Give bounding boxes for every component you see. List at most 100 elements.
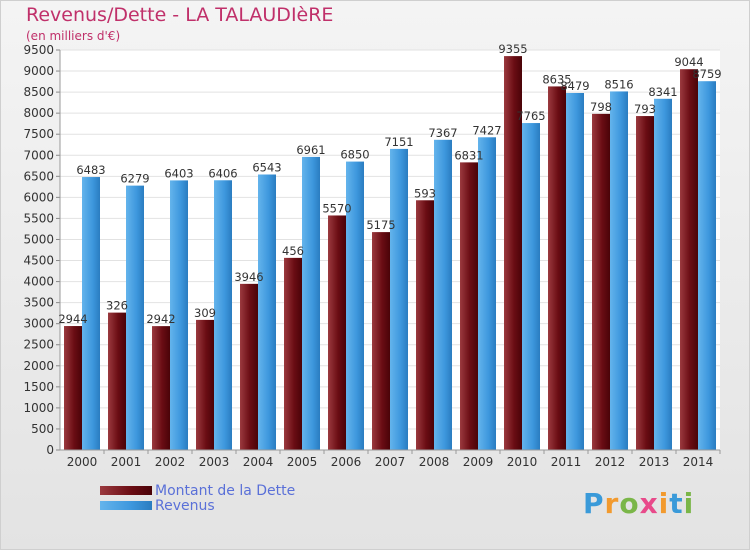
y-tick-label: 2500 <box>23 338 54 352</box>
bar-debt <box>548 86 566 450</box>
bar-revenue <box>478 137 496 450</box>
bars <box>64 56 716 451</box>
y-tick-label: 7500 <box>23 127 54 141</box>
data-label-debt: 309 <box>194 306 216 320</box>
data-label-revenue: 7151 <box>384 135 413 149</box>
bar-debt <box>680 69 698 450</box>
data-label-revenue: 7765 <box>516 109 545 123</box>
y-tick-label: 5000 <box>23 232 54 246</box>
data-label-debt: 793 <box>634 102 656 116</box>
legend-label-debt: Montant de la Dette <box>155 483 296 499</box>
x-tick-label: 2007 <box>375 455 406 469</box>
y-tick-label: 7000 <box>23 148 54 162</box>
bar-revenue <box>302 156 320 450</box>
data-label-revenue: 7427 <box>472 123 501 137</box>
bar-debt <box>240 283 258 450</box>
data-label-debt: 8635 <box>542 72 571 86</box>
bar-revenue <box>390 148 408 450</box>
x-tick-label: 2002 <box>155 455 186 469</box>
bar-revenue <box>258 174 276 451</box>
x-tick-label: 2005 <box>287 455 318 469</box>
y-tick-label: 5500 <box>23 211 54 225</box>
logo-letter: i <box>683 487 695 520</box>
data-label-revenue: 8341 <box>648 85 677 99</box>
bar-debt <box>196 319 214 450</box>
data-label-revenue: 6406 <box>208 166 237 180</box>
data-label-debt: 2944 <box>58 312 87 326</box>
data-label-debt: 326 <box>106 299 128 313</box>
data-label-debt: 6831 <box>454 148 483 162</box>
y-tick-label: 9500 <box>23 43 54 57</box>
x-tick-label: 2008 <box>419 455 450 469</box>
data-label-debt: 5175 <box>366 218 395 232</box>
x-tick-label: 2004 <box>243 455 274 469</box>
bar-revenue <box>522 123 540 450</box>
bar-revenue <box>698 81 716 450</box>
data-label-revenue: 8516 <box>604 77 633 91</box>
legend-swatch-debt <box>100 486 152 495</box>
data-label-revenue: 6961 <box>296 143 325 157</box>
bar-debt <box>592 113 610 450</box>
bar-debt <box>152 326 170 450</box>
bar-revenue <box>654 98 672 451</box>
x-tick-label: 2012 <box>595 455 626 469</box>
data-label-debt: 456 <box>282 244 304 258</box>
bar-revenue <box>214 180 232 450</box>
x-tick-label: 2001 <box>111 455 142 469</box>
y-tick-label: 500 <box>31 422 54 436</box>
chart-title: Revenus/Dette - LA TALAUDIèRE <box>26 4 334 26</box>
y-tick-label: 3500 <box>23 296 54 310</box>
bar-debt <box>64 326 82 450</box>
data-labels: 2944 6483 326 6279 2942 6403 309 6406 3946 6543 45… <box>58 42 721 326</box>
bar-debt <box>460 162 478 450</box>
data-label-revenue: 8479 <box>560 79 589 93</box>
bar-debt <box>416 200 434 450</box>
bar-debt <box>284 257 302 450</box>
data-label-revenue: 6483 <box>76 163 105 177</box>
y-tick-label: 6500 <box>23 169 54 183</box>
x-tick-label: 2013 <box>639 455 670 469</box>
data-label-revenue: 6279 <box>120 172 149 186</box>
x-tick-label: 2014 <box>683 455 714 469</box>
bar-revenue <box>126 185 144 451</box>
bar-debt <box>504 56 522 451</box>
data-label-revenue: 6543 <box>252 161 281 175</box>
data-label-revenue: 6850 <box>340 148 369 162</box>
bar-debt <box>108 312 126 450</box>
data-label-debt: 798 <box>590 100 612 114</box>
x-tick-label: 2009 <box>463 455 494 469</box>
logo-letter: o <box>619 487 640 520</box>
data-label-debt: 593 <box>414 186 436 200</box>
bar-debt <box>636 116 654 450</box>
logo-letter: t <box>669 487 684 520</box>
y-tick-label: 3000 <box>23 317 54 331</box>
data-label-debt: 2942 <box>146 312 175 326</box>
legend-label-revenue: Revenus <box>155 498 215 514</box>
data-label-revenue: 6403 <box>164 166 193 180</box>
y-tick-label: 8000 <box>23 106 54 120</box>
x-tick-label: 2003 <box>199 455 230 469</box>
x-tick-label: 2006 <box>331 455 362 469</box>
y-axis: 0 500 1000 1500 2000 2500 3000 3500 4000 4500 5000… <box>23 43 61 457</box>
y-tick-label: 0 <box>46 443 54 457</box>
legend-swatch-revenue <box>100 501 152 510</box>
bar-revenue <box>82 177 100 450</box>
y-tick-label: 9000 <box>23 64 54 78</box>
data-label-debt: 9355 <box>498 42 527 56</box>
y-tick-label: 1500 <box>23 380 54 394</box>
logo-letter: x <box>639 487 659 520</box>
y-tick-label: 1000 <box>23 401 54 415</box>
data-label-debt: 5570 <box>322 201 351 215</box>
bar-debt <box>328 215 346 450</box>
bar-revenue <box>170 180 188 450</box>
y-tick-label: 4000 <box>23 275 54 289</box>
x-tick-label: 2000 <box>67 455 98 469</box>
y-tick-label: 2000 <box>23 359 54 373</box>
y-tick-label: 6000 <box>23 190 54 204</box>
bar-revenue <box>610 91 628 450</box>
bar-revenue <box>434 139 452 450</box>
data-label-debt: 9044 <box>674 55 703 69</box>
bar-revenue <box>346 161 364 450</box>
bar-debt <box>372 232 390 450</box>
